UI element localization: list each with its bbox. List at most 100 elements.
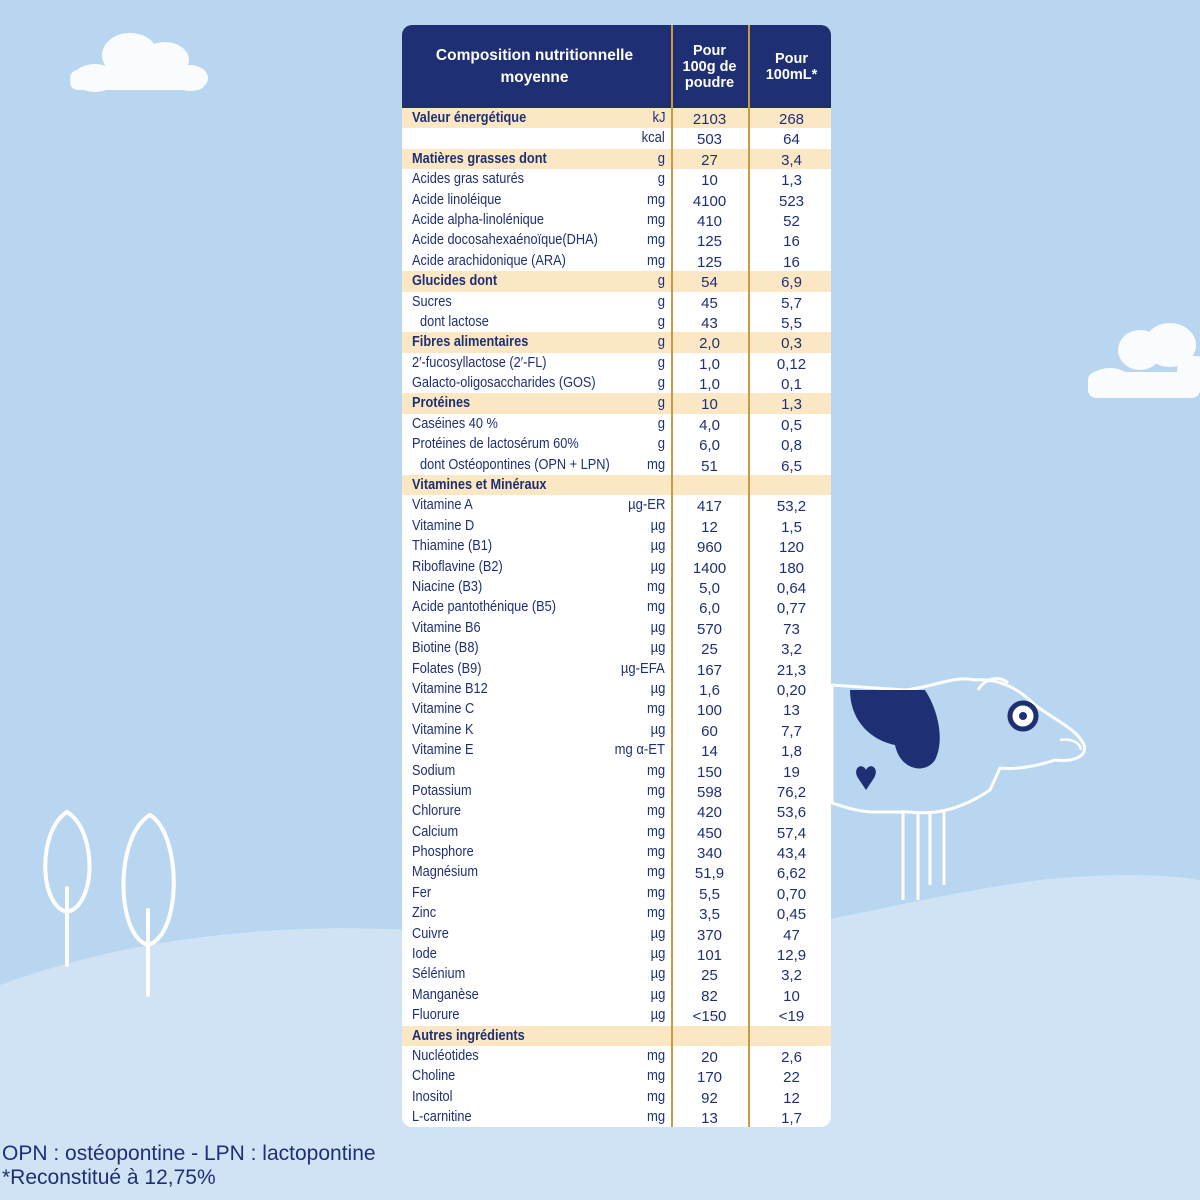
nutrient-name: Protéines de lactosérum 60% bbox=[412, 436, 579, 453]
value-per-100g: 5,0 bbox=[699, 579, 720, 597]
value-per-100g: 125 bbox=[696, 233, 723, 251]
header-composition: Composition nutritionnelle moyenne bbox=[402, 25, 667, 108]
nutrient-name: dont Ostéopontines (OPN + LPN) bbox=[420, 456, 610, 473]
nutrient-name: Magnésium bbox=[412, 864, 478, 881]
column-rule bbox=[671, 25, 673, 1127]
value-per-100ml: 73 bbox=[783, 620, 800, 638]
value-per-100g: 1,0 bbox=[699, 355, 720, 373]
nutrient-unit: g bbox=[657, 293, 665, 310]
value-per-100ml: 1,7 bbox=[781, 1110, 802, 1127]
value-per-100g: 2103 bbox=[692, 111, 727, 128]
value-per-100ml: 2,6 bbox=[781, 1048, 802, 1066]
nutrient-name: Vitamine A bbox=[412, 497, 473, 514]
value-per-100g: 150 bbox=[696, 763, 723, 781]
nutrient-row: Vitamine A µg-ER 417 53,2 bbox=[402, 495, 831, 515]
nutrient-row: Sélénium µg 25 3,2 bbox=[402, 964, 831, 984]
value-per-100g: 1,0 bbox=[699, 376, 720, 394]
tree-icon bbox=[43, 809, 176, 997]
nutrient-row: Vitamine B12 µg 1,6 0,20 bbox=[402, 679, 831, 699]
value-per-100ml: 1,3 bbox=[781, 172, 802, 190]
nutrient-name: Thiamine (B1) bbox=[412, 538, 493, 555]
value-per-100ml: 5,7 bbox=[781, 294, 802, 312]
value-per-100ml: 0,1 bbox=[781, 376, 802, 394]
nutrient-unit: mg bbox=[646, 762, 665, 779]
nutrient-row: Nucléotides mg 20 2,6 bbox=[402, 1046, 831, 1066]
value-per-100ml: 3,2 bbox=[781, 641, 802, 659]
value-per-100g: 27 bbox=[701, 151, 718, 169]
nutrient-row: Cuivre µg 370 47 bbox=[402, 924, 831, 944]
value-per-100g: 3,5 bbox=[699, 906, 720, 924]
nutrient-name: Manganèse bbox=[412, 986, 479, 1003]
section-row: Autres ingrédients bbox=[402, 1025, 831, 1046]
value-per-100ml: 10 bbox=[783, 987, 800, 1005]
nutrient-unit: mg bbox=[646, 578, 665, 595]
value-per-100ml: 120 bbox=[778, 539, 805, 557]
nutrient-name: L-carnitine bbox=[412, 1109, 472, 1126]
nutrient-unit: mg bbox=[646, 1047, 665, 1064]
header-col2-text: Pour 100mL* bbox=[765, 50, 818, 83]
nutrient-row: Vitamine E mg α-ET 14 1,8 bbox=[402, 740, 831, 760]
nutrient-row: 2′-fucosyllactose (2′-FL) g 1,0 0,12 bbox=[402, 353, 831, 373]
nutrient-name: Matières grasses dont bbox=[412, 150, 547, 167]
nutrient-row: Acide alpha-linolénique mg 410 52 bbox=[402, 210, 831, 230]
nutrient-name: Sodium bbox=[412, 762, 456, 779]
nutrient-name: Folates (B9) bbox=[412, 660, 482, 677]
nutrient-unit: mg bbox=[646, 1068, 665, 1085]
nutrient-unit: mg bbox=[646, 599, 665, 616]
nutrient-name: Inositol bbox=[412, 1088, 453, 1105]
nutrient-name: Glucides dont bbox=[412, 273, 498, 290]
value-per-100g: 100 bbox=[696, 702, 723, 720]
nutrient-row: Vitamine B6 µg 570 73 bbox=[402, 618, 831, 638]
value-per-100g: 10 bbox=[701, 396, 718, 414]
value-per-100g: 170 bbox=[696, 1069, 723, 1087]
nutrient-name: Riboflavine (B2) bbox=[412, 558, 503, 575]
nutrient-unit: mg bbox=[646, 1109, 665, 1126]
value-per-100ml: 5,5 bbox=[781, 314, 802, 332]
nutrient-name: Vitamine B6 bbox=[412, 619, 481, 636]
nutrient-row: Fer mg 5,5 0,70 bbox=[402, 883, 831, 903]
nutrient-row: Phosphore mg 340 43,4 bbox=[402, 842, 831, 862]
nutrient-unit: µg-ER bbox=[627, 497, 665, 514]
nutrient-row: Calcium mg 450 57,4 bbox=[402, 822, 831, 842]
nutrient-name: Calcium bbox=[412, 823, 459, 840]
value-per-100ml: 13 bbox=[783, 702, 800, 720]
nutrient-row: Folates (B9) µg-EFA 167 21,3 bbox=[402, 659, 831, 679]
value-per-100g: 13 bbox=[701, 1110, 718, 1127]
nutrient-row: Iode µg 101 12,9 bbox=[402, 944, 831, 964]
value-per-100g: 570 bbox=[696, 620, 723, 638]
value-per-100g: 370 bbox=[696, 926, 723, 944]
nutrient-name: Vitamine B12 bbox=[412, 680, 488, 697]
nutrient-name: Acide docosahexaénoïque(DHA) bbox=[412, 232, 598, 249]
nutrient-name: Galacto-oligosaccharides (GOS) bbox=[412, 375, 596, 392]
value-per-100ml: 0,20 bbox=[776, 681, 807, 699]
nutrient-name: Niacine (B3) bbox=[412, 578, 483, 595]
nutrient-name: Chlorure bbox=[412, 803, 461, 820]
value-per-100g: 51,9 bbox=[694, 865, 725, 883]
header-per-100g: Pour 100g de poudre bbox=[674, 25, 745, 108]
nutrient-unit: g bbox=[657, 354, 665, 371]
nutrient-unit: µg bbox=[650, 538, 665, 555]
nutrient-name: Choline bbox=[412, 1068, 456, 1085]
section-row: Matières grasses dont g 27 3,4 bbox=[402, 148, 831, 170]
nutrient-name: 2′-fucosyllactose (2′-FL) bbox=[412, 354, 547, 371]
nutrient-name: Sélénium bbox=[412, 966, 466, 983]
value-per-100ml: 47 bbox=[783, 926, 800, 944]
nutrient-row: Fluorure µg <150 <19 bbox=[402, 1005, 831, 1025]
value-per-100g: 6,0 bbox=[699, 600, 720, 618]
nutrient-unit: µg bbox=[650, 925, 665, 942]
value-per-100ml: 0,5 bbox=[781, 416, 802, 434]
nutrient-row: Sodium mg 150 19 bbox=[402, 761, 831, 781]
section-row: Fibres alimentaires g 2,0 0,3 bbox=[402, 332, 831, 353]
value-per-100ml: 43,4 bbox=[776, 845, 807, 863]
nutrient-unit: kcal bbox=[641, 130, 665, 147]
value-per-100g: 6,0 bbox=[699, 437, 720, 455]
value-per-100g: 20 bbox=[701, 1048, 718, 1066]
footnote-opn-lpn: OPN : ostéopontine - LPN : lactopontine bbox=[2, 1142, 376, 1165]
nutrient-row: L-carnitine mg 13 1,7 bbox=[402, 1107, 831, 1127]
nutrient-name: Fibres alimentaires bbox=[412, 334, 529, 351]
nutrient-name: dont lactose bbox=[420, 313, 489, 330]
value-per-100g: 1,6 bbox=[699, 681, 720, 699]
nutrient-unit: mg bbox=[646, 803, 665, 820]
value-per-100ml: 1,8 bbox=[781, 743, 802, 761]
value-per-100ml: 16 bbox=[783, 253, 800, 271]
